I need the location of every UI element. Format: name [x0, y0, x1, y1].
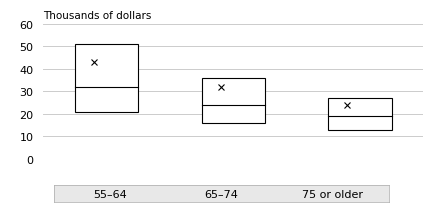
Text: 55–64: 55–64 — [93, 188, 127, 198]
Text: 75 or older: 75 or older — [302, 188, 363, 198]
FancyBboxPatch shape — [75, 45, 138, 112]
FancyBboxPatch shape — [328, 99, 392, 130]
FancyBboxPatch shape — [202, 78, 265, 123]
Text: 65–74: 65–74 — [204, 188, 238, 198]
Text: Thousands of dollars: Thousands of dollars — [43, 11, 152, 21]
